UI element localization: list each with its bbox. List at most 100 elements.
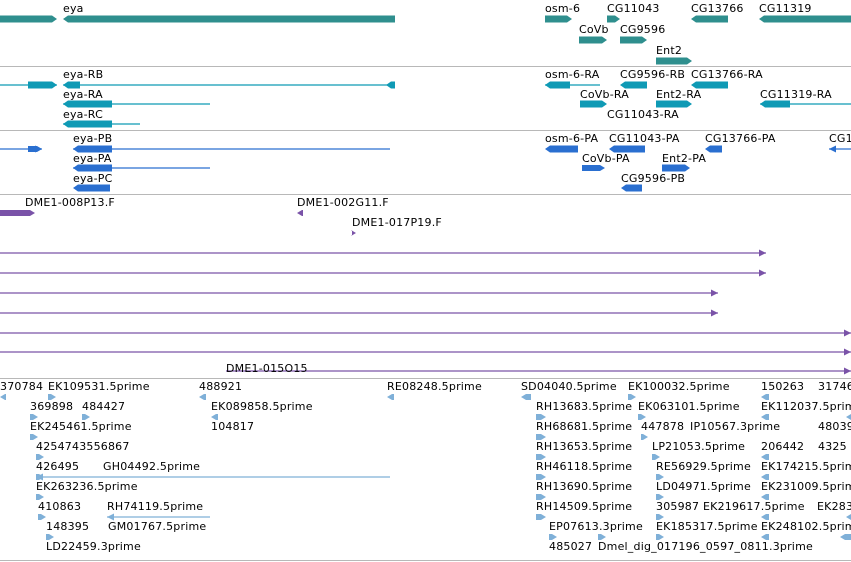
feature-glyph[interactable] xyxy=(846,414,851,420)
est-label[interactable]: RH13683.5prime xyxy=(536,400,633,413)
feature-glyph[interactable] xyxy=(0,309,718,317)
gene-label[interactable]: CoVb xyxy=(579,23,609,36)
est-label[interactable]: LP21053.5prime xyxy=(652,440,746,453)
feature-glyph[interactable] xyxy=(63,81,80,89)
est-label[interactable]: RH68681.5prime xyxy=(536,420,633,433)
transcript-label[interactable]: CG1 xyxy=(829,132,851,145)
est-label[interactable]: EK112037.5prime xyxy=(761,400,851,413)
feature-glyph[interactable] xyxy=(387,394,394,400)
feature-glyph[interactable] xyxy=(63,120,112,128)
est-label[interactable]: RE56929.5prime xyxy=(656,460,751,473)
feature-glyph[interactable] xyxy=(73,145,112,153)
feature-glyph[interactable] xyxy=(82,414,90,420)
transcript-label[interactable]: CG11319-RA xyxy=(760,88,832,101)
transcript-label[interactable]: CoVb-RA xyxy=(580,88,630,101)
feature-glyph[interactable] xyxy=(63,100,112,108)
est-label[interactable]: EK109531.5prime xyxy=(48,380,150,393)
gene-label[interactable]: CG11319 xyxy=(759,2,812,15)
est-label[interactable]: RH13653.5prime xyxy=(536,440,633,453)
est-label[interactable]: EK248102.5prime xyxy=(761,520,851,533)
est-label[interactable]: EK219617.5prime xyxy=(703,500,805,513)
transcript-label[interactable]: eya-PC xyxy=(73,172,113,185)
clone-label[interactable]: DME1-008P13.F xyxy=(25,196,115,209)
est-label[interactable]: RH46118.5prime xyxy=(536,460,633,473)
transcript-label[interactable]: osm-6-PA xyxy=(545,132,599,145)
feature-glyph[interactable] xyxy=(656,474,664,480)
feature-glyph[interactable] xyxy=(0,348,851,356)
feature-glyph[interactable] xyxy=(641,434,648,440)
est-label[interactable]: EK100032.5prime xyxy=(628,380,730,393)
est-label[interactable]: EK174215.5prime xyxy=(761,460,851,473)
feature-glyph[interactable] xyxy=(545,145,578,153)
est-label[interactable]: SD04040.5prime xyxy=(521,380,617,393)
feature-glyph[interactable] xyxy=(656,514,664,520)
feature-glyph[interactable] xyxy=(759,15,851,23)
feature-glyph[interactable] xyxy=(638,414,646,420)
gene-label[interactable]: Ent2 xyxy=(656,44,683,57)
feature-glyph[interactable] xyxy=(36,454,44,460)
est-label[interactable]: EK263236.5prime xyxy=(36,480,138,493)
feature-glyph[interactable] xyxy=(829,145,851,153)
feature-glyph[interactable] xyxy=(662,164,690,172)
transcript-label[interactable]: Ent2-PA xyxy=(662,152,707,165)
est-label[interactable]: 369898 xyxy=(30,400,74,413)
feature-glyph[interactable] xyxy=(761,494,769,500)
feature-glyph[interactable] xyxy=(580,100,607,108)
feature-glyph[interactable] xyxy=(536,494,546,500)
feature-glyph[interactable] xyxy=(536,514,546,520)
feature-glyph[interactable] xyxy=(761,474,769,480)
feature-glyph[interactable] xyxy=(28,146,42,152)
gene-label[interactable]: osm-6 xyxy=(545,2,581,15)
est-label[interactable]: GM01767.5prime xyxy=(108,520,207,533)
est-label[interactable]: RE08248.5prime xyxy=(387,380,482,393)
est-label[interactable]: 305987 xyxy=(656,500,700,513)
feature-glyph[interactable] xyxy=(297,210,303,216)
est-label[interactable]: EK231009.5prime xyxy=(761,480,851,493)
clone-label[interactable]: DME1-002G11.F xyxy=(297,196,389,209)
feature-glyph[interactable] xyxy=(73,145,390,153)
est-label[interactable]: EP07613.3prime xyxy=(549,520,643,533)
est-label[interactable]: 447878 xyxy=(641,420,685,433)
transcript-label[interactable]: eya-PA xyxy=(73,152,112,165)
feature-glyph[interactable] xyxy=(30,434,38,440)
feature-glyph[interactable] xyxy=(0,289,718,297)
est-label[interactable]: 31746 xyxy=(818,380,851,393)
transcript-label[interactable]: CG9596-RB xyxy=(620,68,686,81)
feature-glyph[interactable] xyxy=(549,534,557,540)
feature-glyph[interactable] xyxy=(705,145,722,153)
feature-glyph[interactable] xyxy=(760,100,790,108)
clone-label[interactable]: DME1-017P19.F xyxy=(352,216,442,229)
est-label[interactable]: EK245461.5prime xyxy=(30,420,132,433)
transcript-label[interactable]: CG13766-PA xyxy=(705,132,776,145)
feature-glyph[interactable] xyxy=(545,81,570,89)
feature-glyph[interactable] xyxy=(691,81,728,89)
transcript-label[interactable]: eya-PB xyxy=(73,132,113,145)
transcript-label[interactable]: eya-RA xyxy=(63,88,103,101)
feature-glyph[interactable] xyxy=(761,414,769,420)
feature-glyph[interactable] xyxy=(30,414,38,420)
est-label[interactable]: 370784 xyxy=(0,380,44,393)
est-label[interactable]: 4325 xyxy=(818,440,847,453)
feature-glyph[interactable] xyxy=(656,534,664,540)
feature-glyph[interactable] xyxy=(652,454,660,460)
est-label[interactable]: 150263 xyxy=(761,380,805,393)
feature-glyph[interactable] xyxy=(545,15,572,23)
feature-glyph[interactable] xyxy=(598,534,606,540)
feature-glyph[interactable] xyxy=(199,394,206,400)
clone-label[interactable]: DME1-015O15 xyxy=(226,362,308,375)
transcript-label[interactable]: eya-RB xyxy=(63,68,104,81)
est-label[interactable]: 104817 xyxy=(211,420,255,433)
est-label[interactable]: 148395 xyxy=(46,520,90,533)
feature-glyph[interactable] xyxy=(840,534,851,540)
feature-glyph[interactable] xyxy=(607,15,620,23)
feature-glyph[interactable] xyxy=(761,454,769,460)
est-label[interactable]: 4254743556867 xyxy=(36,440,130,453)
est-label[interactable]: EK185317.5prime xyxy=(656,520,758,533)
feature-glyph[interactable] xyxy=(656,100,692,108)
feature-glyph[interactable] xyxy=(63,81,395,89)
transcript-label[interactable]: CG11043-PA xyxy=(609,132,680,145)
est-label[interactable]: Dmel_dig_017196_0597_0811.3prime xyxy=(598,540,813,553)
feature-glyph[interactable] xyxy=(0,249,766,257)
gene-label[interactable]: CG9596 xyxy=(620,23,666,36)
transcript-label[interactable]: CG11043-RA xyxy=(607,108,679,121)
